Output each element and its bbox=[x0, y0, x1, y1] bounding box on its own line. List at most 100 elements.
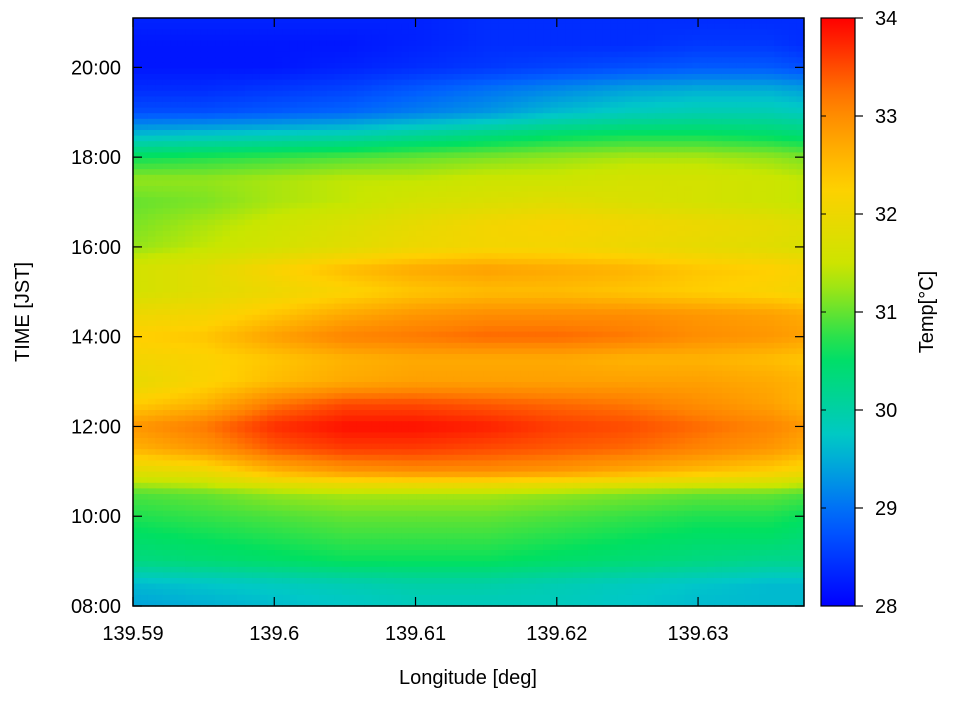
heatmap-cell bbox=[289, 79, 298, 86]
heatmap-cell bbox=[461, 264, 470, 271]
heatmap-cell bbox=[721, 230, 731, 237]
heatmap-cell bbox=[766, 219, 775, 226]
heatmap-cell bbox=[453, 298, 462, 305]
heatmap-cell bbox=[274, 118, 283, 125]
heatmap-cell bbox=[453, 141, 462, 148]
heatmap-cell bbox=[662, 275, 671, 282]
heatmap-cell bbox=[639, 146, 649, 153]
heatmap-cell bbox=[587, 74, 596, 81]
heatmap-cell bbox=[147, 303, 156, 310]
heatmap-cell bbox=[781, 247, 790, 254]
heatmap-cell bbox=[222, 214, 231, 221]
heatmap-cell bbox=[431, 79, 440, 86]
heatmap-cell bbox=[543, 158, 552, 165]
heatmap-cell bbox=[162, 113, 171, 120]
heatmap-cell bbox=[349, 225, 358, 232]
heatmap-cell bbox=[736, 258, 745, 265]
heatmap-cell bbox=[222, 174, 231, 181]
heatmap-cell bbox=[364, 230, 373, 237]
heatmap-cell bbox=[311, 174, 320, 181]
heatmap-cell bbox=[490, 51, 499, 58]
heatmap-cell bbox=[386, 51, 395, 58]
heatmap-cell bbox=[535, 102, 544, 109]
heatmap-cell bbox=[498, 219, 507, 226]
heatmap-cell bbox=[774, 174, 783, 181]
heatmap-cell bbox=[244, 34, 253, 41]
heatmap-cell bbox=[215, 197, 224, 204]
heatmap-cell bbox=[662, 236, 671, 243]
heatmap-cell bbox=[736, 247, 745, 254]
heatmap-cell bbox=[662, 85, 671, 92]
heatmap-cell bbox=[431, 169, 440, 176]
heatmap-cell bbox=[177, 298, 186, 305]
heatmap-cell bbox=[632, 118, 641, 125]
heatmap-cell bbox=[147, 34, 156, 41]
heatmap-cell bbox=[177, 118, 186, 125]
heatmap-cell bbox=[572, 236, 581, 243]
heatmap-cell bbox=[721, 309, 731, 316]
heatmap-cell bbox=[461, 62, 470, 69]
heatmap-cell bbox=[751, 180, 760, 187]
heatmap-cell bbox=[587, 40, 596, 47]
heatmap-cell bbox=[617, 74, 626, 81]
heatmap-cell bbox=[729, 219, 738, 226]
heatmap-cell bbox=[162, 62, 171, 69]
heatmap-cell bbox=[572, 113, 581, 120]
heatmap-cell bbox=[274, 286, 283, 293]
heatmap-cell bbox=[446, 163, 455, 170]
heatmap-cell bbox=[751, 214, 760, 221]
heatmap-cell bbox=[513, 40, 522, 47]
heatmap-cell bbox=[192, 46, 201, 53]
heatmap-cell bbox=[774, 253, 783, 260]
heatmap-cell bbox=[215, 202, 224, 209]
heatmap-cell bbox=[229, 247, 238, 254]
heatmap-cell bbox=[677, 158, 686, 165]
heatmap-cell bbox=[580, 46, 589, 53]
heatmap-cell bbox=[572, 118, 581, 125]
heatmap-cell bbox=[200, 264, 209, 271]
heatmap-cell bbox=[543, 90, 552, 97]
heatmap-cell bbox=[721, 270, 731, 277]
heatmap-cell bbox=[736, 74, 745, 81]
heatmap-cell bbox=[736, 186, 745, 193]
heatmap-cell bbox=[244, 270, 253, 277]
heatmap-cell bbox=[707, 191, 716, 198]
heatmap-cell bbox=[453, 191, 462, 198]
heatmap-cell bbox=[610, 107, 619, 114]
heatmap-cell bbox=[662, 146, 671, 153]
heatmap-cell bbox=[498, 292, 507, 299]
heatmap-cell bbox=[147, 46, 156, 53]
heatmap-cell bbox=[341, 326, 350, 333]
heatmap-cell bbox=[513, 253, 522, 260]
heatmap-cell bbox=[557, 68, 567, 75]
heatmap-cell bbox=[237, 191, 246, 198]
heatmap-cell bbox=[177, 214, 186, 221]
heatmap-cell bbox=[334, 214, 343, 221]
heatmap-cell bbox=[207, 46, 216, 53]
heatmap-cell bbox=[393, 281, 402, 288]
heatmap-cell bbox=[543, 286, 552, 293]
heatmap-cell bbox=[751, 135, 760, 142]
heatmap-cell bbox=[356, 68, 365, 75]
heatmap-cell bbox=[744, 40, 753, 47]
heatmap-cell bbox=[140, 40, 149, 47]
heatmap-cell bbox=[170, 113, 179, 120]
heatmap-cell bbox=[304, 253, 313, 260]
heatmap-cell bbox=[647, 292, 656, 299]
heatmap-cell bbox=[729, 135, 738, 142]
heatmap-cell bbox=[386, 124, 395, 131]
heatmap-cell bbox=[789, 57, 798, 64]
heatmap-cell bbox=[349, 186, 358, 193]
heatmap-cell bbox=[595, 46, 604, 53]
heatmap-cell bbox=[662, 34, 671, 41]
heatmap-cell bbox=[274, 219, 283, 226]
heatmap-cell bbox=[535, 270, 544, 277]
heatmap-cell bbox=[386, 34, 395, 41]
heatmap-cell bbox=[751, 292, 760, 299]
heatmap-cell bbox=[595, 247, 604, 254]
heatmap-cell bbox=[140, 214, 149, 221]
heatmap-cell bbox=[617, 180, 626, 187]
heatmap-cell bbox=[393, 258, 402, 265]
heatmap-cell bbox=[699, 51, 708, 58]
heatmap-cell bbox=[349, 292, 358, 299]
